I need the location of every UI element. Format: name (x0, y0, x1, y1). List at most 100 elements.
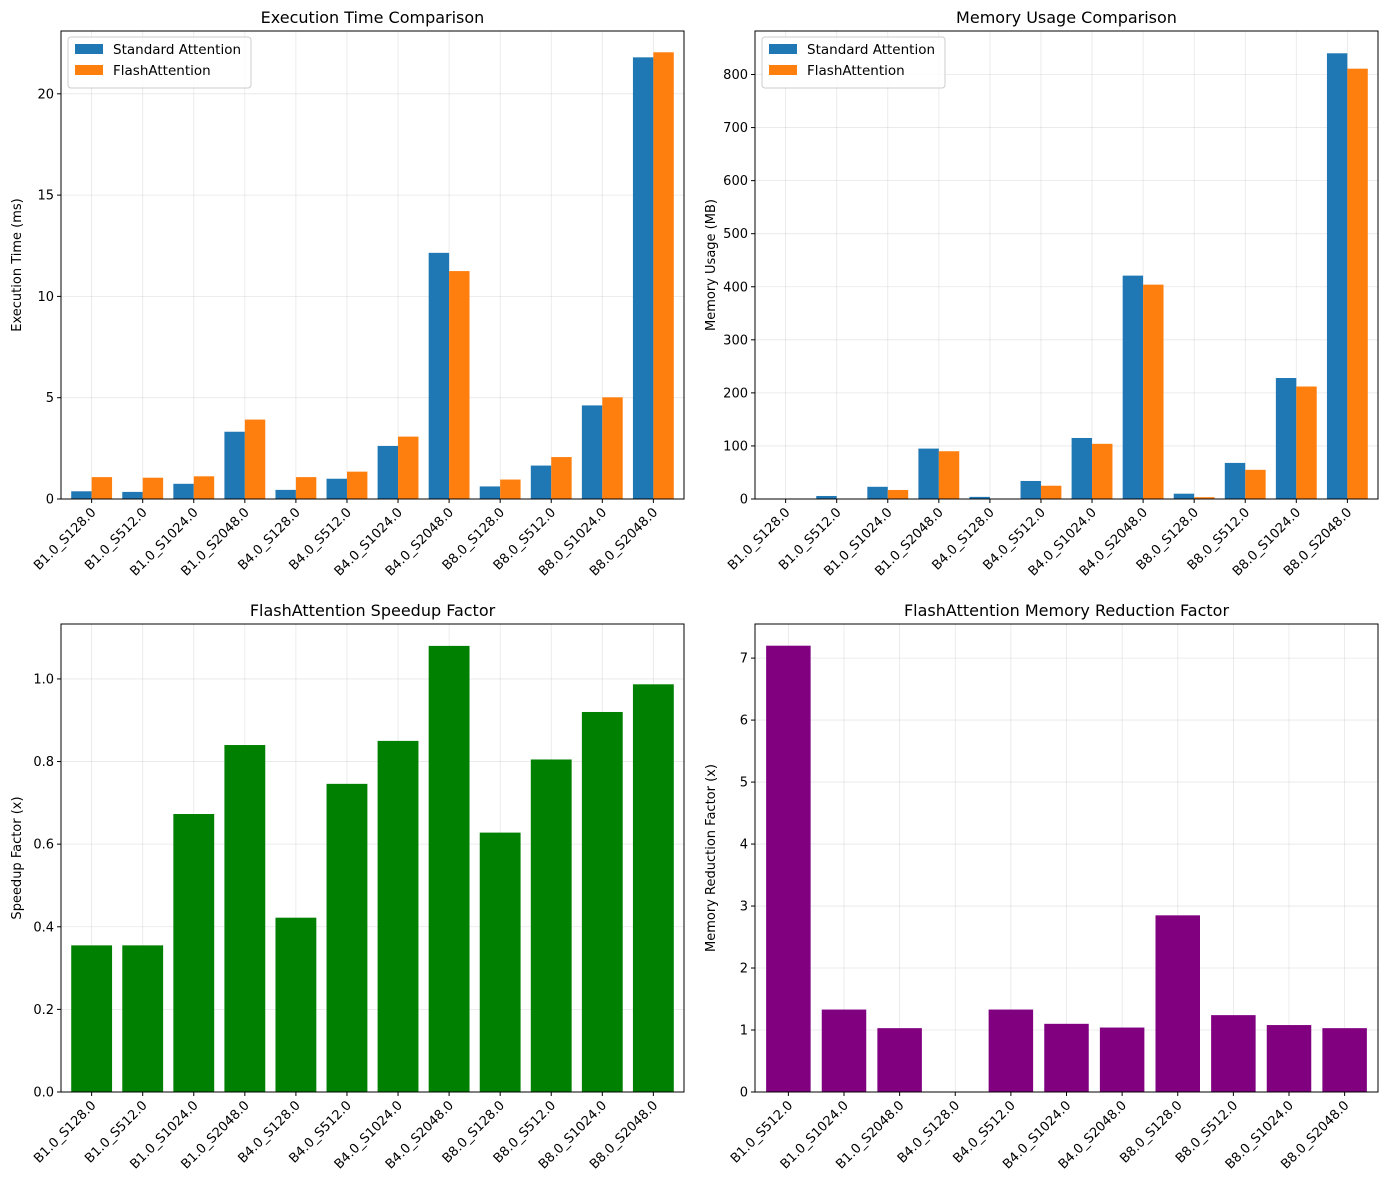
y-tick-label: 0.8 (33, 755, 54, 770)
bar-flashattention-B4.0_S128.0 (295, 477, 317, 499)
y-tick-label: 100 (723, 439, 748, 454)
legend-box (761, 36, 946, 89)
bar-flashattention-B4.0_S512.0 (346, 471, 368, 499)
bar-standard-attention-B8.0_S2048.0 (632, 57, 654, 500)
bar-flashattention-B8.0_S512.0 (551, 457, 572, 499)
y-axis-label: Memory Reduction Factor (x) (704, 764, 719, 952)
bar-B8.0_S128.0 (1155, 915, 1200, 1092)
bar-standard-attention-B4.0_S512.0 (326, 478, 347, 499)
bar-flashattention-B1.0_S2048.0 (938, 451, 960, 499)
y-tick-label: 500 (723, 227, 748, 242)
bar-flashattention-B1.0_S1024.0 (193, 476, 215, 499)
bar-standard-attention-B1.0_S128.0 (71, 491, 92, 499)
bars (816, 53, 1368, 500)
legend: Standard Attention FlashAttention (761, 36, 946, 89)
bar-B8.0_S2048.0 (1322, 1028, 1367, 1092)
bar-B1.0_S2048.0 (877, 1028, 922, 1092)
legend-swatch (75, 65, 103, 75)
legend-label: FlashAttention (113, 63, 211, 79)
bar-standard-attention-B4.0_S1024.0 (1071, 437, 1093, 499)
speedup-factor-panel: 0.00.20.40.60.81.0B1.0_S128.0B1.0_S512.0… (10, 601, 685, 1172)
bar-flashattention-B8.0_S1024.0 (1296, 386, 1317, 499)
legend-swatch (75, 44, 103, 54)
y-tick-label: 800 (723, 68, 748, 83)
bar-B1.0_S1024.0 (173, 814, 215, 1092)
y-tick-label: 400 (723, 280, 748, 295)
y-axis-label: Memory Usage (MB) (704, 199, 719, 331)
legend-label: Standard Attention (113, 42, 241, 58)
y-axis-label: Speedup Factor (x) (10, 796, 25, 919)
bar-flashattention-B8.0_S1024.0 (602, 397, 623, 499)
bar-flashattention-B8.0_S128.0 (500, 479, 521, 499)
legend-box (67, 36, 252, 89)
bar-flashattention-B4.0_S2048.0 (1143, 284, 1164, 499)
bar-B4.0_S2048.0 (1099, 1027, 1145, 1092)
bar-B1.0_S512.0 (766, 645, 811, 1092)
y-axis-label: Execution Time (ms) (10, 198, 25, 331)
y-tick-label: 5 (740, 776, 748, 791)
y-tick-label: 6 (740, 714, 748, 729)
bar-flashattention-B4.0_S2048.0 (449, 271, 470, 499)
bar-flashattention-B4.0_S512.0 (1040, 485, 1062, 499)
bar-B4.0_S512.0 (326, 783, 368, 1092)
y-tick-label: 15 (37, 189, 54, 204)
bar-flashattention-B1.0_S2048.0 (244, 419, 266, 499)
bar-B1.0_S1024.0 (821, 1009, 867, 1092)
y-tick-label: 300 (723, 333, 748, 348)
execution-time-panel: 05101520B1.0_S128.0B1.0_S512.0B1.0_S1024… (10, 8, 685, 579)
bar-B1.0_S128.0 (71, 945, 113, 1092)
y-tick-label: 20 (37, 87, 54, 102)
bars (766, 645, 1367, 1092)
bar-flashattention-B8.0_S512.0 (1245, 469, 1266, 499)
bar-B8.0_S2048.0 (632, 684, 674, 1092)
y-tick-label: 0.0 (33, 1086, 54, 1101)
bar-B1.0_S2048.0 (224, 745, 266, 1092)
y-tick-label: 0 (740, 1086, 748, 1101)
y-tick-label: 0 (46, 493, 54, 508)
bar-flashattention-B8.0_S128.0 (1194, 497, 1215, 499)
y-tick-label: 5 (46, 391, 54, 406)
bar-standard-attention-B1.0_S2048.0 (918, 448, 939, 499)
bar-B8.0_S1024.0 (581, 711, 623, 1092)
bar-standard-attention-B1.0_S512.0 (122, 491, 143, 499)
memory-usage-panel: 0100200300400500600700800B1.0_S128.0B1.0… (704, 8, 1379, 579)
chart-title: Memory Usage Comparison (956, 8, 1177, 27)
bar-standard-attention-B4.0_S128.0 (275, 489, 296, 499)
bar-B8.0_S512.0 (530, 759, 572, 1092)
bar-standard-attention-B1.0_S1024.0 (867, 486, 888, 499)
bar-flashattention-B8.0_S2048.0 (653, 52, 674, 499)
bar-B1.0_S512.0 (122, 945, 164, 1092)
axes-frame (60, 30, 685, 500)
axes-frame (754, 30, 1379, 500)
y-tick-label: 600 (723, 174, 748, 189)
bar-standard-attention-B4.0_S1024.0 (377, 445, 399, 499)
bar-standard-attention-B1.0_S2048.0 (224, 431, 245, 499)
bar-B4.0_S2048.0 (428, 645, 470, 1092)
bar-standard-attention-B1.0_S1024.0 (173, 483, 194, 499)
bar-B8.0_S512.0 (1211, 1015, 1256, 1092)
bar-standard-attention-B4.0_S2048.0 (428, 252, 450, 499)
y-tick-label: 0.4 (33, 920, 54, 935)
legend-swatch (769, 65, 797, 75)
y-tick-label: 3 (740, 900, 748, 915)
bar-flashattention-B1.0_S1024.0 (887, 489, 909, 499)
legend-label: Standard Attention (807, 42, 935, 58)
bar-flashattention-B4.0_S1024.0 (1092, 443, 1113, 499)
y-tick-label: 200 (723, 386, 748, 401)
bar-standard-attention-B8.0_S128.0 (479, 486, 501, 499)
y-tick-label: 7 (740, 652, 748, 667)
bar-standard-attention-B4.0_S2048.0 (1122, 275, 1144, 499)
y-tick-label: 0.2 (33, 1003, 54, 1018)
bar-standard-attention-B8.0_S512.0 (530, 465, 552, 499)
bar-standard-attention-B1.0_S512.0 (816, 495, 837, 499)
legend: Standard Attention FlashAttention (67, 36, 252, 89)
legend-swatch (769, 44, 797, 54)
bar-B8.0_S128.0 (479, 832, 521, 1092)
y-tick-label: 4 (740, 838, 748, 853)
bar-standard-attention-B8.0_S1024.0 (581, 405, 603, 499)
bar-standard-attention-B8.0_S512.0 (1224, 462, 1246, 499)
bar-standard-attention-B8.0_S128.0 (1173, 493, 1195, 499)
legend-label: FlashAttention (807, 63, 905, 79)
axes-frame (60, 623, 685, 1093)
